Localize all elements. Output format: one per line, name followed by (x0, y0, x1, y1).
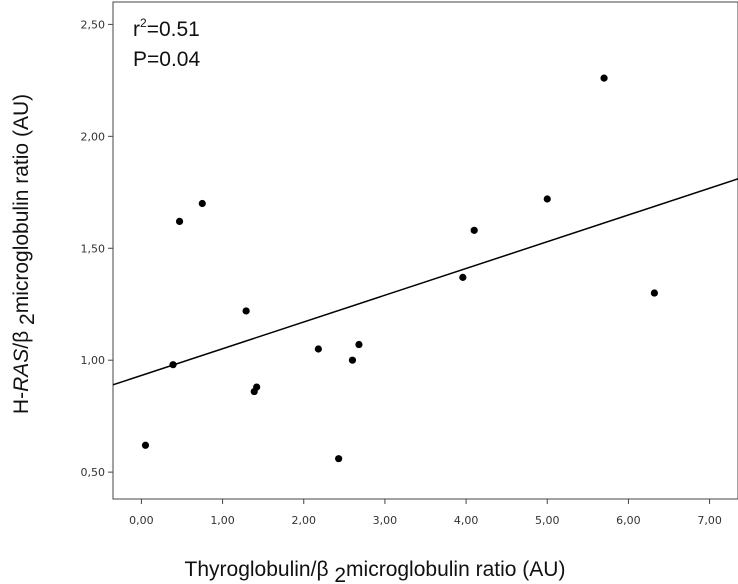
r-symbol: r (133, 18, 140, 41)
data-point (141, 441, 150, 449)
x-tick-label: 7,00 (697, 514, 722, 527)
y-tick-label: 2,00 (81, 130, 106, 143)
data-point (175, 217, 184, 225)
y-title-part-3: /β (10, 325, 33, 349)
data-points (141, 74, 658, 463)
data-point (314, 345, 322, 353)
data-point (470, 226, 478, 234)
y-tick-label: 0,50 (81, 466, 106, 479)
r-squared-label: r2=0.51 (133, 16, 200, 41)
x-title-subscript: 2 (334, 564, 346, 584)
r-value: =0.51 (147, 18, 200, 41)
x-title-part-1: Thyroglobulin/β (185, 558, 335, 581)
data-point (543, 195, 551, 203)
r-superscript: 2 (140, 16, 147, 30)
x-tick-label: 2,00 (291, 514, 316, 527)
y-title-italic: RAS (10, 349, 33, 392)
data-point (600, 74, 608, 82)
data-point (169, 361, 177, 369)
y-axis-title: H-RAS/β 2microglobulin ratio (AU) (10, 94, 39, 414)
x-tick-label: 4,00 (454, 514, 479, 527)
x-axis-ticks: 0,00 1,00 2,00 3,00 4,00 5,00 6,00 7,00 (129, 499, 722, 527)
x-tick-label: 1,00 (210, 514, 235, 527)
x-tick-label: 6,00 (616, 514, 641, 527)
data-point (355, 340, 363, 349)
y-title-part-1: H- (10, 392, 33, 414)
data-point (242, 307, 250, 315)
x-tick-label: 0,00 (129, 514, 154, 527)
x-tick-label: 5,00 (535, 514, 560, 527)
y-tick-label: 2,50 (81, 18, 106, 31)
y-title-part-5: microglobulin ratio (AU) (10, 94, 33, 313)
x-axis-title: Thyroglobulin/β 2microglobulin ratio (AU… (185, 558, 566, 584)
y-title-subscript: 2 (16, 313, 39, 325)
x-title-part-3: microglobulin ratio (AU) (346, 558, 565, 581)
plot-frame (112, 1, 738, 500)
data-point (198, 199, 206, 208)
data-point (348, 356, 357, 364)
data-point (650, 289, 658, 297)
p-value-label: P=0.04 (133, 48, 200, 71)
regression-line (113, 178, 738, 386)
y-tick-label: 1,50 (81, 242, 106, 255)
x-tick-label: 3,00 (373, 514, 398, 527)
data-point (253, 383, 261, 391)
y-tick-label: 1,00 (81, 354, 106, 367)
data-point (459, 273, 467, 281)
data-point (335, 455, 343, 463)
y-axis-ticks: 0,50 1,00 1,50 2,00 2,50 (81, 18, 113, 479)
